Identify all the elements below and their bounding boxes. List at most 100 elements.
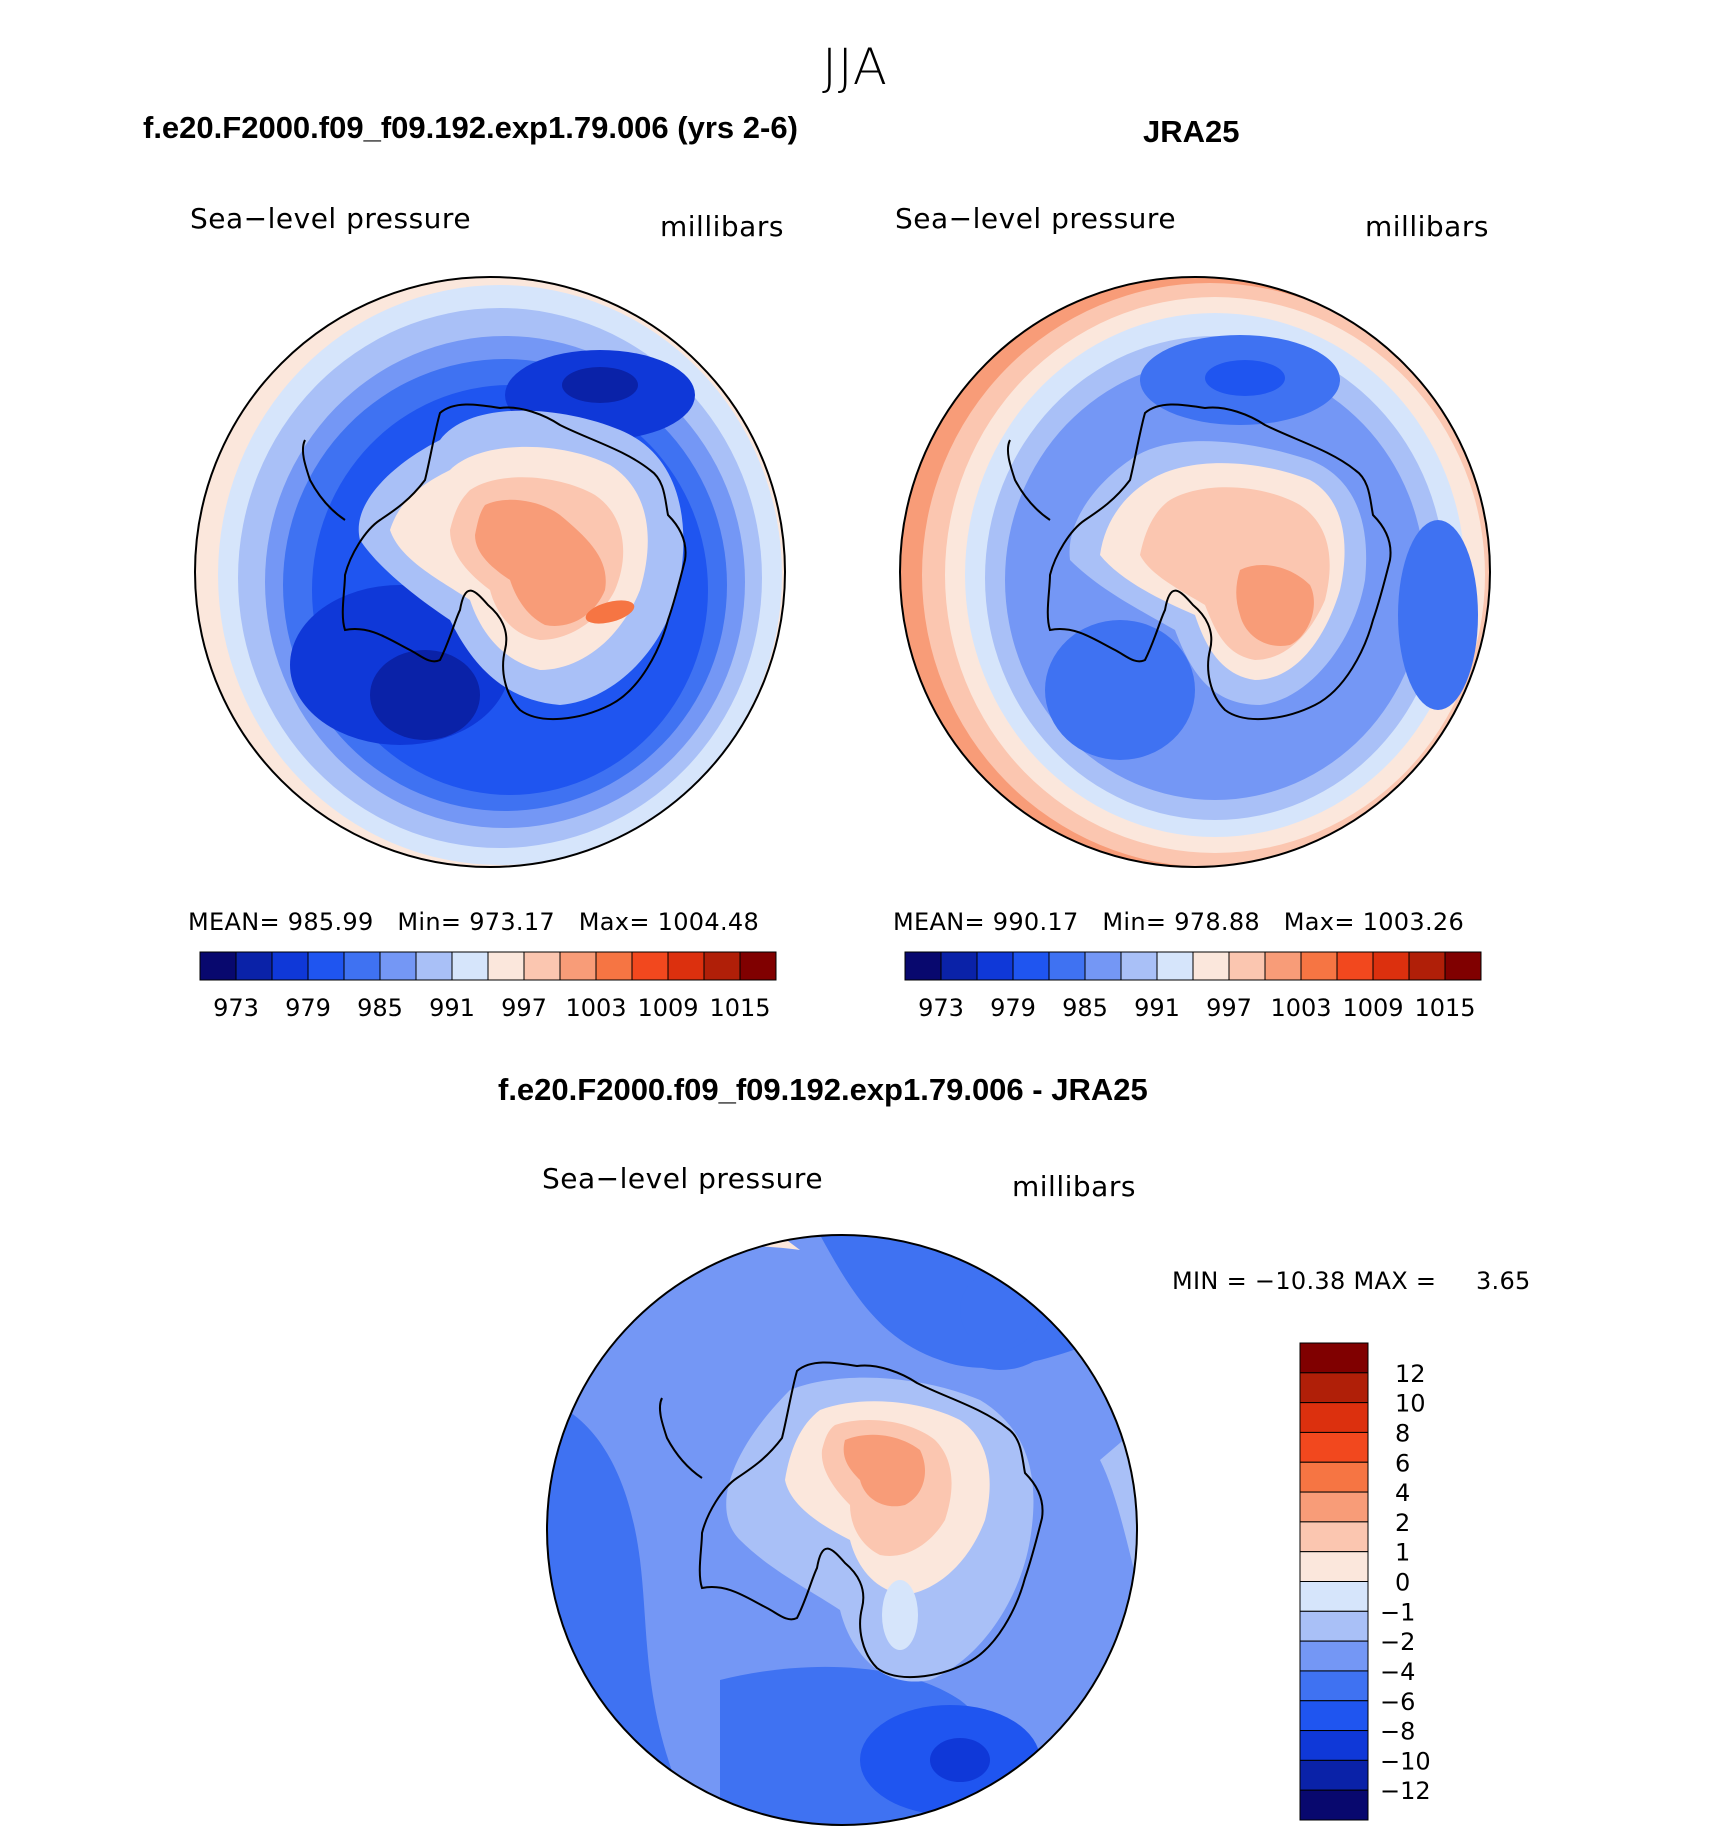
panel-3-variable: Sea−level pressure — [542, 1162, 824, 1195]
colorbar-3-label-9: −2 — [1380, 1628, 1415, 1656]
map-3-peninsula-coastline — [658, 1397, 703, 1479]
colorbar-2-swatch-5 — [1084, 951, 1122, 981]
colorbar-1-swatch-7 — [451, 951, 489, 981]
colorbar-3-label-4: 4 — [1395, 1479, 1410, 1507]
colorbar-3-swatch-10 — [1299, 1640, 1369, 1672]
map-2-antarctica-coastline — [1046, 403, 1392, 721]
colorbar-3-label-5: 2 — [1395, 1509, 1410, 1537]
colorbar-3-swatch-0 — [1299, 1342, 1369, 1374]
panel-1-min: 973.17 — [469, 908, 555, 936]
colorbar-3-swatch-4 — [1299, 1461, 1369, 1493]
colorbar-1-label-1: 979 — [285, 994, 331, 1022]
panel-2-max: 1003.26 — [1362, 908, 1465, 936]
colorbar-3-swatch-1 — [1299, 1372, 1369, 1404]
map-1-interior-4 — [475, 499, 606, 626]
colorbar-2-swatch-1 — [940, 951, 978, 981]
colorbar-1-swatch-8 — [487, 951, 525, 981]
colorbar-1-label-7: 1015 — [709, 994, 770, 1022]
map-3-border — [546, 1234, 1138, 1826]
colorbar-2-swatch-8 — [1192, 951, 1230, 981]
panel-3-max: 3.65 — [1475, 1267, 1531, 1295]
panel-1-mean-label: MEAN= — [188, 908, 280, 936]
colorbar-3-label-2: 8 — [1395, 1419, 1410, 1447]
colorbar-3-label-0: 12 — [1395, 1360, 1426, 1388]
panel-1-units: millibars — [660, 210, 784, 243]
map-2-border — [899, 276, 1491, 868]
colorbar-3-swatch-12 — [1299, 1700, 1369, 1732]
colorbar-2-swatch-7 — [1156, 951, 1194, 981]
colorbar-1-label-2: 985 — [357, 994, 403, 1022]
colorbar-1-swatch-5 — [379, 951, 417, 981]
colorbar-1-swatch-0 — [199, 951, 237, 981]
colorbar-3-swatch-3 — [1299, 1431, 1369, 1463]
colorbar-3-swatch-6 — [1299, 1521, 1369, 1553]
map-3-interior-4 — [843, 1434, 925, 1507]
panel-2-title: JRA25 — [1143, 114, 1240, 149]
colorbar-2-swatch-0 — [904, 951, 942, 981]
panel-3-title: f.e20.F2000.f09_f09.192.exp1.79.006 - JR… — [498, 1072, 1148, 1107]
colorbar-2-swatch-4 — [1048, 951, 1086, 981]
map-1-antarctica-coastline — [341, 403, 687, 721]
panel-2-mean: 990.17 — [992, 908, 1079, 936]
colorbar-2-swatch-15 — [1444, 951, 1482, 981]
map-3-antarctica-coastline — [698, 1361, 1044, 1679]
map-panel-1 — [195, 277, 785, 867]
colorbar-2-label-6: 1009 — [1342, 994, 1403, 1022]
colorbar-3-swatch-8 — [1299, 1581, 1369, 1612]
panel-1-max-label: Max= — [578, 908, 650, 936]
colorbar-2-swatch-12 — [1336, 951, 1374, 981]
colorbar-2-swatch-6 — [1120, 951, 1158, 981]
colorbar-2-swatch-14 — [1408, 951, 1446, 981]
colorbar-1-label-6: 1009 — [637, 994, 698, 1022]
figure-title: JJA — [822, 38, 888, 96]
map-3-low-south-core — [930, 1738, 990, 1782]
colorbar-1-swatch-2 — [271, 951, 309, 981]
panel-3-min: −10.38 — [1254, 1267, 1346, 1295]
map-2-interior-4 — [1236, 565, 1314, 646]
map-1-border — [194, 276, 786, 868]
colorbar-3-label-7: 0 — [1395, 1569, 1410, 1597]
panel-1-title: f.e20.F2000.f09_f09.192.exp1.79.006 (yrs… — [143, 110, 798, 145]
colorbar-3-swatch-9 — [1299, 1610, 1369, 1642]
colorbar-2-label-1: 979 — [990, 994, 1036, 1022]
colorbar-3-label-13: −10 — [1380, 1747, 1431, 1775]
colorbar-3-swatch-2 — [1299, 1402, 1369, 1433]
panel-2-mean-label: MEAN= — [893, 908, 985, 936]
map-1-low-1-core — [562, 367, 638, 403]
colorbar-2-swatch-10 — [1264, 951, 1302, 981]
map-panel-2 — [900, 277, 1490, 867]
panel-2-variable: Sea−level pressure — [895, 202, 1177, 235]
colorbar-2-label-2: 985 — [1062, 994, 1108, 1022]
colorbar-3-swatch-13 — [1299, 1730, 1369, 1761]
panel-3-stats: MIN = −10.38 MAX = 3.65 — [1172, 1267, 1531, 1295]
panel-1-max: 1004.48 — [657, 908, 760, 936]
map-1-low-2-core — [370, 650, 480, 740]
colorbar-1-label-3: 991 — [429, 994, 475, 1022]
map-2-low-2 — [1045, 620, 1195, 760]
colorbar-panel-2: 973 979 985 991 997 1003 1009 1015 — [904, 951, 1482, 1022]
panel-1-variable: Sea−level pressure — [190, 202, 472, 235]
panel-2-stats: MEAN= 990.17 Min= 978.88 Max= 1003.26 — [893, 908, 1464, 936]
map-1-peninsula-coastline — [301, 439, 346, 521]
colorbar-3-label-1: 10 — [1395, 1390, 1426, 1418]
colorbar-1-label-5: 1003 — [565, 994, 626, 1022]
colorbar-3-swatch-15 — [1299, 1789, 1369, 1821]
colorbar-2-swatch-11 — [1300, 951, 1338, 981]
colorbar-panel-1: 973 979 985 991 997 1003 1009 1015 — [199, 951, 777, 1022]
colorbar-3-label-8: −1 — [1380, 1598, 1415, 1626]
panel-1-stats: MEAN= 985.99 Min= 973.17 Max= 1004.48 — [188, 908, 759, 936]
colorbar-3-label-12: −8 — [1380, 1718, 1415, 1746]
colorbar-3-label-14: −12 — [1380, 1777, 1431, 1805]
colorbar-2-swatch-13 — [1372, 951, 1410, 981]
colorbar-1-swatch-15 — [739, 951, 777, 981]
colorbar-1-swatch-14 — [703, 951, 741, 981]
colorbar-1-label-4: 997 — [501, 994, 547, 1022]
panel-1-mean: 985.99 — [287, 908, 374, 936]
colorbar-1-swatch-10 — [559, 951, 597, 981]
map-2-low-3 — [1398, 520, 1478, 710]
colorbar-3-label-3: 6 — [1395, 1449, 1410, 1477]
colorbar-3-swatch-14 — [1299, 1759, 1369, 1791]
colorbar-2-swatch-2 — [976, 951, 1014, 981]
